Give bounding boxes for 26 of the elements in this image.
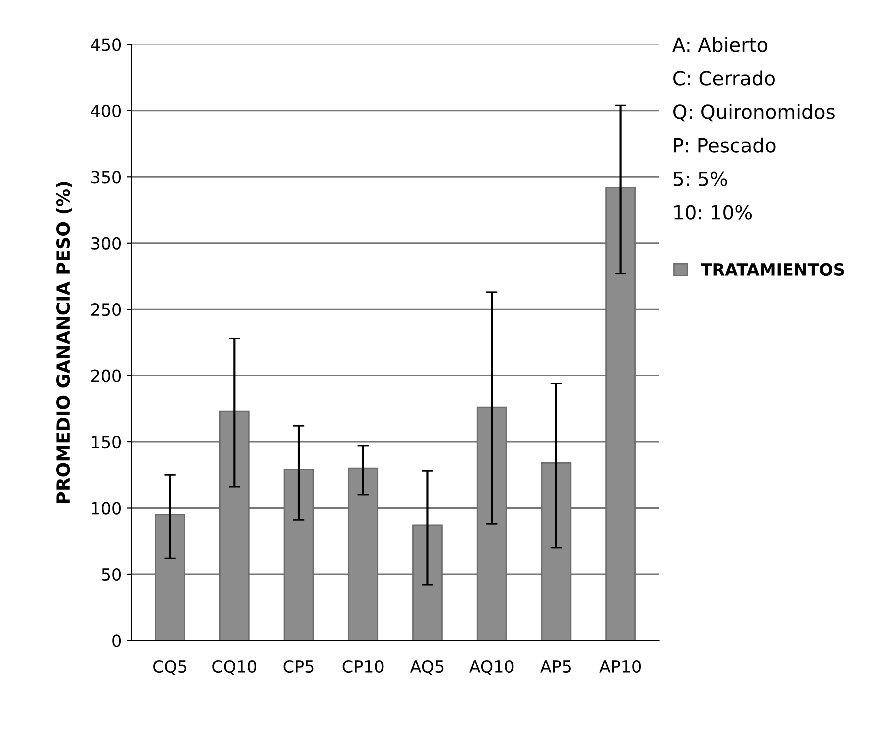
y-tick-label: 250 [92,304,122,316]
y-tick-label: 50 [102,568,122,582]
y-tick-label: 450 [91,38,122,52]
text: A: Abierto [672,37,768,52]
y-tick-label: 150 [92,436,122,449]
x-tick-label: AQ10 [469,660,514,675]
text: Q: Quironomidos [674,104,835,122]
x-tick-label: CQ5 [154,660,187,675]
y-tick-label: 0 [112,634,122,648]
x-tick-label: AP5 [540,660,572,674]
legend-label: TRATAMIENTOS [700,263,844,276]
x-tick-label: CQ10 [212,660,257,675]
y-axis-title: PROMEDIO GANANCIA PESO (%) [56,182,72,504]
x-tick-label: CP10 [342,660,384,674]
y-tick-label: 400 [91,104,122,118]
y-tick-label: 300 [92,237,122,250]
y-tick-label: 100 [92,502,122,515]
text: 10: 10% [674,205,752,220]
y-tick-label: 200 [92,370,122,382]
text: P: Pescado [674,138,776,153]
x-tick-label: CP5 [284,660,314,674]
text: C: Cerrado [674,70,776,86]
y-tick-label: 350 [92,171,122,184]
x-tick-label: AQ5 [410,660,444,675]
x-tick-label: AP10 [600,660,642,674]
text: 5: 5% [674,172,728,186]
